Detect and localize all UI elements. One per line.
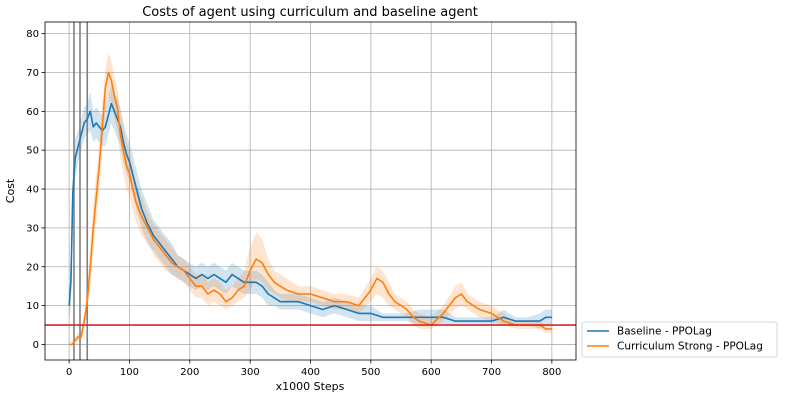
legend-label-baseline: Baseline - PPOLag	[617, 326, 712, 338]
x-tick-label: 800	[542, 367, 561, 378]
band-series-0	[69, 84, 552, 329]
y-tick-label: 60	[26, 107, 39, 118]
y-tick-label: 40	[26, 185, 39, 196]
y-tick-label: 50	[26, 146, 39, 157]
x-tick-label: 400	[301, 367, 320, 378]
confidence-bands	[69, 53, 552, 345]
y-tick-label: 10	[26, 301, 39, 312]
x-tick-label: 200	[180, 367, 199, 378]
legend-frame	[581, 321, 778, 358]
y-axis-label: Cost	[4, 178, 17, 203]
x-axis-label: x1000 Steps	[276, 380, 345, 393]
series-lines	[68, 71, 552, 346]
y-tick-label: 80	[26, 29, 39, 40]
x-tick-label: 500	[361, 367, 380, 378]
x-tick-label: 700	[482, 367, 501, 378]
y-tick-label: 0	[33, 340, 39, 351]
legend-label-curriculum: Curriculum Strong - PPOLag	[617, 341, 763, 353]
y-tick-label: 30	[26, 223, 39, 234]
legend: Baseline - PPOLag Curriculum Strong - PP…	[581, 321, 778, 358]
x-tick-label: 0	[66, 367, 72, 378]
line-series-1	[69, 71, 552, 346]
x-tick-label: 100	[120, 367, 139, 378]
chart-title: Costs of agent using curriculum and base…	[142, 5, 478, 20]
band-series-1	[69, 53, 552, 345]
x-tick-label: 600	[422, 367, 441, 378]
y-tick-label: 70	[26, 68, 39, 79]
grid-lines	[45, 22, 576, 360]
x-tick-label: 300	[241, 367, 260, 378]
axis-ticks: 0 100 200 300 400 500 600 700 800 0 10 20 30 40 50 60 70…	[26, 29, 561, 378]
y-tick-label: 20	[26, 262, 39, 273]
